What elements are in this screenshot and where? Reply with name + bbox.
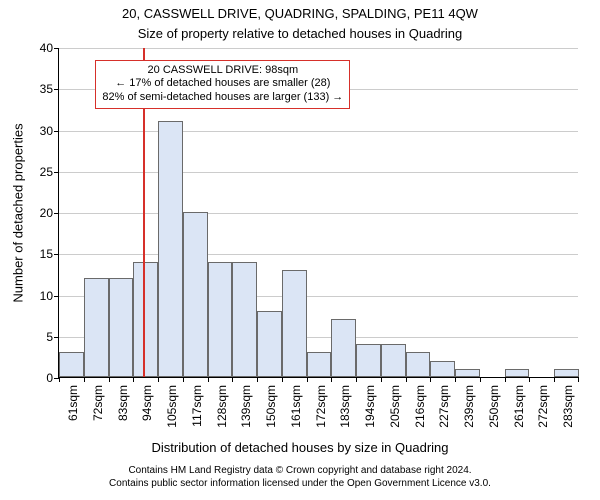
x-tick-mark — [59, 377, 60, 382]
x-tick-label: 150sqm — [264, 385, 278, 428]
x-tick-label: 194sqm — [363, 385, 377, 428]
x-tick-label: 239sqm — [462, 385, 476, 428]
histogram-bar — [282, 270, 307, 377]
chart-title: 20, CASSWELL DRIVE, QUADRING, SPALDING, … — [0, 6, 600, 21]
y-tick-label: 40 — [40, 41, 59, 55]
plot-area: 051015202530354061sqm72sqm83sqm94sqm105s… — [58, 48, 578, 378]
x-tick-label: 94sqm — [140, 385, 154, 421]
x-tick-mark — [578, 377, 579, 382]
histogram-bar — [59, 352, 84, 377]
x-tick-mark — [505, 377, 506, 382]
x-tick-label: 172sqm — [314, 385, 328, 428]
histogram-bar — [109, 278, 134, 377]
histogram-bar — [406, 352, 431, 377]
x-tick-mark — [381, 377, 382, 382]
x-tick-label: 183sqm — [338, 385, 352, 428]
x-tick-label: 83sqm — [116, 385, 130, 421]
footer-line-2: Contains public sector information licen… — [0, 477, 600, 490]
x-tick-mark — [331, 377, 332, 382]
histogram-bar — [133, 262, 158, 378]
y-tick-label: 20 — [40, 206, 59, 220]
x-tick-mark — [554, 377, 555, 382]
y-tick-label: 5 — [46, 330, 59, 344]
histogram-bar — [232, 262, 257, 378]
x-tick-mark — [232, 377, 233, 382]
x-tick-mark — [133, 377, 134, 382]
x-tick-label: 283sqm — [561, 385, 575, 428]
x-tick-label: 205sqm — [388, 385, 402, 428]
y-tick-label: 35 — [40, 82, 59, 96]
annotation-box: 20 CASSWELL DRIVE: 98sqm← 17% of detache… — [95, 60, 350, 109]
y-tick-label: 15 — [40, 247, 59, 261]
x-tick-label: 161sqm — [289, 385, 303, 428]
y-axis-label: Number of detached properties — [11, 123, 26, 302]
x-tick-mark — [84, 377, 85, 382]
x-tick-mark — [208, 377, 209, 382]
x-tick-label: 272sqm — [536, 385, 550, 428]
histogram-bar — [208, 262, 233, 378]
grid-line — [59, 131, 578, 132]
x-axis-label: Distribution of detached houses by size … — [0, 440, 600, 455]
x-tick-label: 216sqm — [413, 385, 427, 428]
x-tick-mark — [430, 377, 431, 382]
x-tick-mark — [183, 377, 184, 382]
histogram-bar — [183, 212, 208, 377]
x-tick-mark — [282, 377, 283, 382]
histogram-bar — [505, 369, 530, 377]
footer-attribution: Contains HM Land Registry data © Crown c… — [0, 464, 600, 490]
chart-subtitle: Size of property relative to detached ho… — [0, 26, 600, 41]
x-tick-mark — [307, 377, 308, 382]
y-tick-label: 0 — [46, 371, 59, 385]
x-tick-label: 128sqm — [215, 385, 229, 428]
histogram-bar — [84, 278, 109, 377]
x-tick-label: 250sqm — [487, 385, 501, 428]
grid-line — [59, 172, 578, 173]
x-tick-label: 61sqm — [66, 385, 80, 421]
x-tick-label: 72sqm — [91, 385, 105, 421]
y-tick-label: 10 — [40, 289, 59, 303]
x-tick-mark — [480, 377, 481, 382]
annotation-line: 82% of semi-detached houses are larger (… — [102, 91, 343, 105]
histogram-bar — [430, 361, 455, 378]
x-tick-mark — [455, 377, 456, 382]
x-tick-label: 117sqm — [190, 385, 204, 427]
x-tick-mark — [257, 377, 258, 382]
y-tick-label: 30 — [40, 124, 59, 138]
histogram-bar — [356, 344, 381, 377]
footer-line-1: Contains HM Land Registry data © Crown c… — [0, 464, 600, 477]
x-tick-mark — [356, 377, 357, 382]
x-tick-label: 261sqm — [512, 385, 526, 428]
x-tick-label: 105sqm — [165, 385, 179, 428]
histogram-bar — [307, 352, 332, 377]
grid-line — [59, 254, 578, 255]
histogram-bar — [257, 311, 282, 377]
x-tick-mark — [529, 377, 530, 382]
histogram-bar — [455, 369, 480, 377]
chart-container: 20, CASSWELL DRIVE, QUADRING, SPALDING, … — [0, 0, 600, 500]
x-tick-mark — [406, 377, 407, 382]
grid-line — [59, 48, 578, 49]
x-tick-label: 227sqm — [437, 385, 451, 428]
annotation-line: 20 CASSWELL DRIVE: 98sqm — [102, 64, 343, 78]
annotation-line: ← 17% of detached houses are smaller (28… — [102, 77, 343, 91]
x-tick-mark — [109, 377, 110, 382]
grid-line — [59, 213, 578, 214]
histogram-bar — [554, 369, 579, 377]
histogram-bar — [158, 121, 183, 377]
histogram-bar — [331, 319, 356, 377]
histogram-bar — [381, 344, 406, 377]
x-tick-label: 139sqm — [239, 385, 253, 428]
y-tick-label: 25 — [40, 165, 59, 179]
x-tick-mark — [158, 377, 159, 382]
